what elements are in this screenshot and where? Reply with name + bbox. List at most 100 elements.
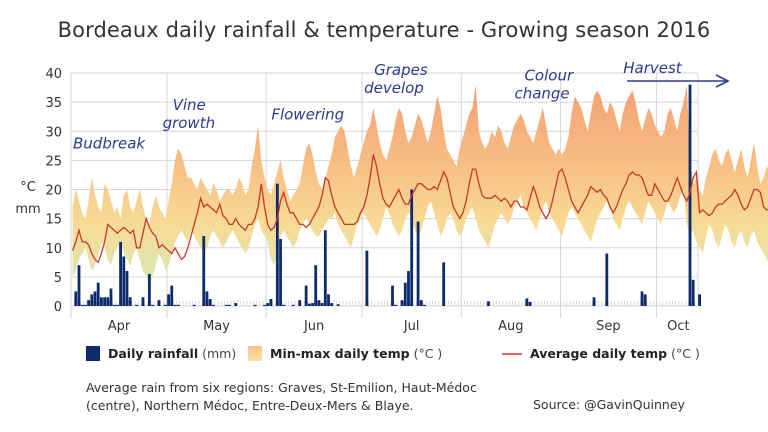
annotation-label: Flowering: [271, 106, 344, 124]
x-axis-ticks: Apr May Jun Jul Aug Sep Oct: [108, 319, 690, 334]
rainfall-bar: [74, 291, 78, 306]
rainfall-bar: [407, 271, 410, 306]
rainfall-bar: [279, 239, 282, 306]
y-tick-label: 35: [45, 96, 62, 111]
x-tick-label: May: [203, 319, 230, 334]
rainfall-bar: [99, 297, 103, 306]
y-tick-label: 0: [54, 300, 62, 315]
rainfall-bar: [391, 285, 394, 306]
rainfall-bar: [173, 304, 177, 306]
y-tick-label: 30: [45, 125, 62, 140]
rainfall-bar: [87, 300, 90, 306]
chart-canvas: 0 5 10 15 20 25 30 35 40 Apr May Jun Jul Aug Sep Oct B…: [15, 59, 768, 334]
legend-item-average: Average daily temp (°C ): [502, 346, 700, 361]
rainfall-bar: [698, 294, 701, 306]
x-tick-label: Jul: [403, 319, 420, 334]
rainfall-bar: [96, 282, 100, 306]
arrow-head-icon: [715, 74, 730, 88]
avg-line-swatch: [502, 352, 522, 355]
rainfall-bar: [234, 303, 238, 306]
rainfall-bar: [227, 304, 231, 306]
rainfall-bar: [147, 273, 151, 306]
rainfall-bar: [211, 304, 215, 306]
rainfall-bar: [487, 301, 490, 306]
x-tick-label: Sep: [596, 319, 621, 334]
rainfall-bar: [528, 301, 532, 306]
legend-label: Daily rainfall: [108, 346, 199, 361]
annotation-label: Grapes: [374, 61, 428, 79]
rainfall-bar: [115, 304, 119, 306]
rainfall-bar: [119, 241, 122, 306]
legend-unit: (°C ): [413, 346, 443, 361]
rainfall-bar: [643, 294, 647, 306]
annotation-label: Budbreak: [73, 135, 146, 153]
rainfall-bar: [103, 297, 106, 306]
rainfall-bar: [109, 288, 113, 306]
rainfall-bar: [298, 300, 302, 306]
rainfall-bar: [336, 304, 340, 306]
footnote: Average rain from six regions: Graves, S…: [86, 379, 477, 415]
rainfall-bar: [688, 84, 692, 307]
rainfall-bar: [304, 285, 308, 306]
rainfall-bar: [640, 291, 644, 306]
rainfall-bar: [525, 298, 529, 306]
footnote-line-1: Average rain from six regions: Graves, S…: [86, 380, 477, 395]
rainfall-bar: [394, 304, 398, 306]
rainfall-bar: [157, 300, 161, 306]
rainfall-bar: [80, 304, 84, 306]
rainfall-bar: [176, 304, 180, 306]
rainfall-bar: [314, 265, 318, 306]
rainfall-bar: [291, 304, 295, 306]
source-credit: Source: @GavinQuinney: [533, 397, 685, 412]
rainfall-bar: [83, 304, 87, 306]
annotation-label: Colour: [524, 67, 574, 85]
rainfall-bar: [320, 303, 324, 306]
rainfall-bar: [317, 300, 321, 306]
minmax-swatch: [248, 346, 262, 361]
legend-unit: (mm): [202, 346, 237, 361]
rainfall-bar: [423, 304, 426, 306]
y-axis-ticks: 0 5 10 15 20 25 30 35 40: [45, 67, 62, 315]
rainfall-bar: [122, 256, 126, 306]
rainfall-bar: [416, 221, 420, 306]
rainfall-bar: [400, 300, 404, 306]
legend-unit: (°C ): [671, 346, 700, 361]
legend-label: Min-max daily temp: [270, 346, 410, 361]
rainfall-bar: [253, 304, 257, 306]
rainfall-bar: [410, 189, 414, 306]
rainfall-bar: [141, 297, 145, 306]
rainfall-bar: [327, 294, 330, 306]
rainfall-bar: [275, 183, 279, 306]
rainfall-bar: [323, 230, 327, 306]
x-tick-label: Aug: [498, 319, 523, 334]
annotation-label: Vine: [173, 96, 206, 114]
rainfall-bar: [128, 297, 132, 306]
y-axis-label-mm: mm: [15, 202, 40, 217]
rainfall-bar: [311, 303, 314, 306]
rainfall-bar: [307, 303, 311, 306]
legend-item-minmax: Min-max daily temp (°C ): [248, 346, 442, 361]
rainfall-bar: [192, 304, 196, 306]
rainfall-bar: [330, 303, 334, 306]
y-tick-label: 15: [45, 213, 62, 228]
rainfall-bar: [151, 304, 154, 306]
y-tick-label: 20: [45, 184, 62, 199]
rainfall-bar: [442, 262, 446, 306]
legend: Daily rainfall (mm) Min-max daily temp (…: [86, 346, 726, 366]
y-tick-label: 40: [45, 67, 62, 82]
rainfall-bar: [208, 299, 212, 306]
rainfall-bar: [112, 304, 116, 306]
annotation-label: Harvest: [623, 59, 683, 77]
rainfall-bar: [135, 304, 138, 306]
rainfall-bar: [224, 304, 228, 306]
rainfall-swatch: [86, 346, 100, 361]
footnote-line-2: (centre), Northern Médoc, Entre-Deux-Mer…: [86, 398, 414, 413]
rainfall-bar: [93, 291, 97, 306]
annotation-label: growth: [163, 114, 216, 132]
rainfall-bar: [266, 303, 270, 306]
rainfall-bar: [269, 299, 273, 306]
rainfall-bar: [90, 294, 94, 306]
rainfall-bar: [419, 300, 423, 306]
rainfall-bar: [163, 304, 167, 306]
